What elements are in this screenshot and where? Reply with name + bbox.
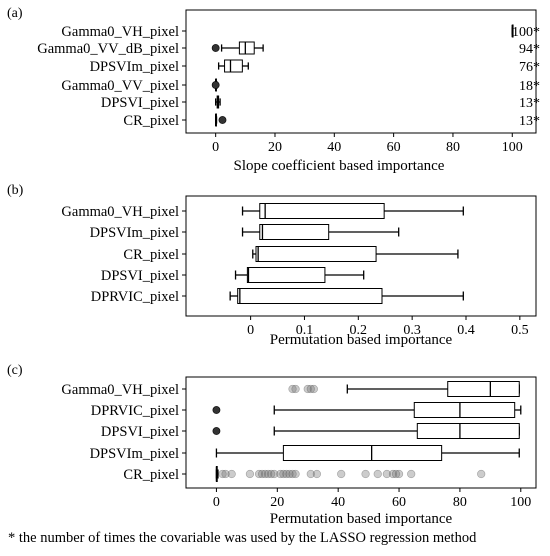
panel-c-outlier-4-18 (337, 469, 346, 479)
panel-c-xtick-label-0: 0 (213, 495, 220, 510)
panel-c-category-label-2: DPSVI_pixel (101, 424, 179, 440)
panel-b-box-3 (246, 267, 326, 283)
panel-b-xtick-label-1: 0.1 (296, 323, 314, 338)
panel-c-outlier-4-9 (270, 469, 279, 479)
panel-b-label: (b) (7, 183, 24, 198)
panel-c-outlier-4-15 (291, 469, 300, 479)
panel-c-outlier-4-4 (254, 469, 264, 479)
panel-a-frame (185, 9, 537, 134)
panel-a-count-1: 94* (519, 42, 540, 57)
panel-a-count-2: 76* (519, 60, 540, 75)
panel-c-box-2 (416, 423, 520, 439)
panel-c-frame (185, 376, 537, 489)
panel-c-outlier-4-7 (264, 469, 273, 479)
panel-a-xtick-label-2: 40 (327, 140, 341, 155)
panel-a-count-4: 13* (519, 96, 540, 111)
panel-a-outlier-3-0 (211, 81, 220, 89)
panel-a-xtick-label-4: 80 (446, 140, 460, 155)
footnote: * the number of times the covariable was… (8, 530, 477, 546)
panel-a-category-label-5: CR_pixel (123, 113, 179, 129)
panel-c-outlier-4-24 (394, 469, 404, 479)
panel-c-box-0 (447, 381, 520, 397)
panel-c-outlier-4-26 (477, 469, 486, 479)
panel-c-outlier-4-2 (227, 469, 236, 479)
panel-a-outlier-1-0 (211, 44, 220, 52)
panel-a-xtick-label-3: 60 (387, 140, 401, 155)
panel-b-category-label-1: DPSVIm_pixel (90, 225, 179, 241)
panel-c-outlier-4-6 (261, 469, 270, 479)
panel-b-box-0 (259, 203, 385, 219)
panel-c-outlier-4-25 (407, 469, 416, 479)
panel-c-outlier-4-12 (282, 469, 291, 479)
panel-c-category-label-0: Gamma0_VH_pixel (61, 382, 179, 398)
panel-c-outlier-4-17 (312, 469, 321, 479)
panel-c-category-label-3: DPSVIm_pixel (90, 446, 179, 462)
panel-b-category-label-4: DPRVIC_pixel (91, 289, 179, 305)
panel-c-label: (c) (7, 363, 23, 378)
panel-a-category-label-4: DPSVI_pixel (101, 95, 179, 111)
panel-c-xtick-label-2: 40 (331, 495, 345, 510)
panel-a-count-0: 100* (512, 25, 540, 40)
panel-c-outlier-4-20 (373, 469, 382, 479)
panel-c-xtick-label-4: 80 (453, 495, 467, 510)
panel-c-xaxis-title: Permutation based importance (270, 511, 453, 527)
panel-c-outlier-4-19 (361, 469, 370, 479)
panel-c-box-3 (282, 445, 443, 461)
panel-c-category-label-1: DPRVIC_pixel (91, 403, 179, 419)
panel-a-count-3: 18* (519, 79, 540, 94)
panel-a-xaxis-title: Slope coefficient based importance (234, 158, 445, 174)
panel-b-frame (185, 195, 537, 317)
panel-c-outlier-4-21 (382, 469, 391, 479)
panel-b-xaxis-title: Permutation based importance (270, 332, 453, 348)
panel-c-outlier-4-3 (245, 469, 255, 479)
panel-c-xtick-label-1: 20 (270, 495, 284, 510)
panel-a-outlier-5-0 (218, 116, 227, 124)
panel-b-box-1 (259, 224, 330, 240)
panel-c-outlier-4-23 (391, 469, 401, 479)
panel-c-outlier-0-0 (288, 384, 297, 394)
panel-c-outlier-4-22 (388, 469, 398, 479)
panel-b-box-4 (237, 288, 383, 304)
panel-c-outlier-4-14 (288, 469, 297, 479)
panel-b-xtick-label-0: 0 (247, 323, 254, 338)
panel-b-xtick-label-3: 0.3 (403, 323, 421, 338)
panel-c-outlier-4-10 (276, 469, 285, 479)
panel-a-category-label-0: Gamma0_VH_pixel (61, 24, 179, 40)
panel-c-outlier-2-0 (212, 427, 221, 435)
panel-a-xtick-label-1: 20 (268, 140, 282, 155)
panel-c-outlier-4-16 (306, 469, 315, 479)
panel-a-label: (a) (7, 6, 23, 21)
panel-a-count-5: 13* (519, 114, 540, 129)
panel-c-box-1 (413, 402, 516, 418)
panel-a-category-label-1: Gamma0_VV_dB_pixel (37, 41, 179, 57)
panel-b-xtick-label-4: 0.4 (457, 323, 475, 338)
panel-b-xtick-label-2: 0.2 (350, 323, 368, 338)
panel-c-outlier-1-0 (212, 406, 221, 414)
panel-b-category-label-0: Gamma0_VH_pixel (61, 204, 179, 220)
panel-c-outlier-4-5 (257, 469, 267, 479)
panel-a-box-2 (224, 59, 243, 73)
panel-a-category-label-3: Gamma0_VV_pixel (61, 78, 179, 94)
panel-c-outlier-0-2 (303, 384, 312, 394)
panel-c-outlier-4-1 (221, 469, 230, 479)
panel-c-outlier-4-0 (218, 469, 227, 479)
panel-a-xtick-label-5: 100 (502, 140, 523, 155)
panel-c-outlier-4-11 (279, 469, 288, 479)
panel-c-outlier-4-13 (285, 469, 294, 479)
panel-a-category-label-2: DPSVIm_pixel (90, 59, 179, 75)
panel-c-outlier-4-8 (267, 469, 276, 479)
panel-b-box-2 (255, 246, 377, 262)
panel-c-outlier-0-1 (291, 384, 300, 394)
panel-c-outlier-0-4 (309, 384, 318, 394)
panel-a-xtick-label-0: 0 (212, 140, 219, 155)
panel-c-outlier-0-3 (306, 384, 315, 394)
panel-b-category-label-2: CR_pixel (123, 247, 179, 263)
panel-b-xtick-label-5: 0.5 (511, 323, 529, 338)
panel-c-xtick-label-3: 60 (392, 495, 406, 510)
panel-b-category-label-3: DPSVI_pixel (101, 268, 179, 284)
panel-c-category-label-4: CR_pixel (123, 467, 179, 483)
panel-c-xtick-label-5: 100 (510, 495, 531, 510)
panel-a-box-1 (238, 41, 255, 55)
